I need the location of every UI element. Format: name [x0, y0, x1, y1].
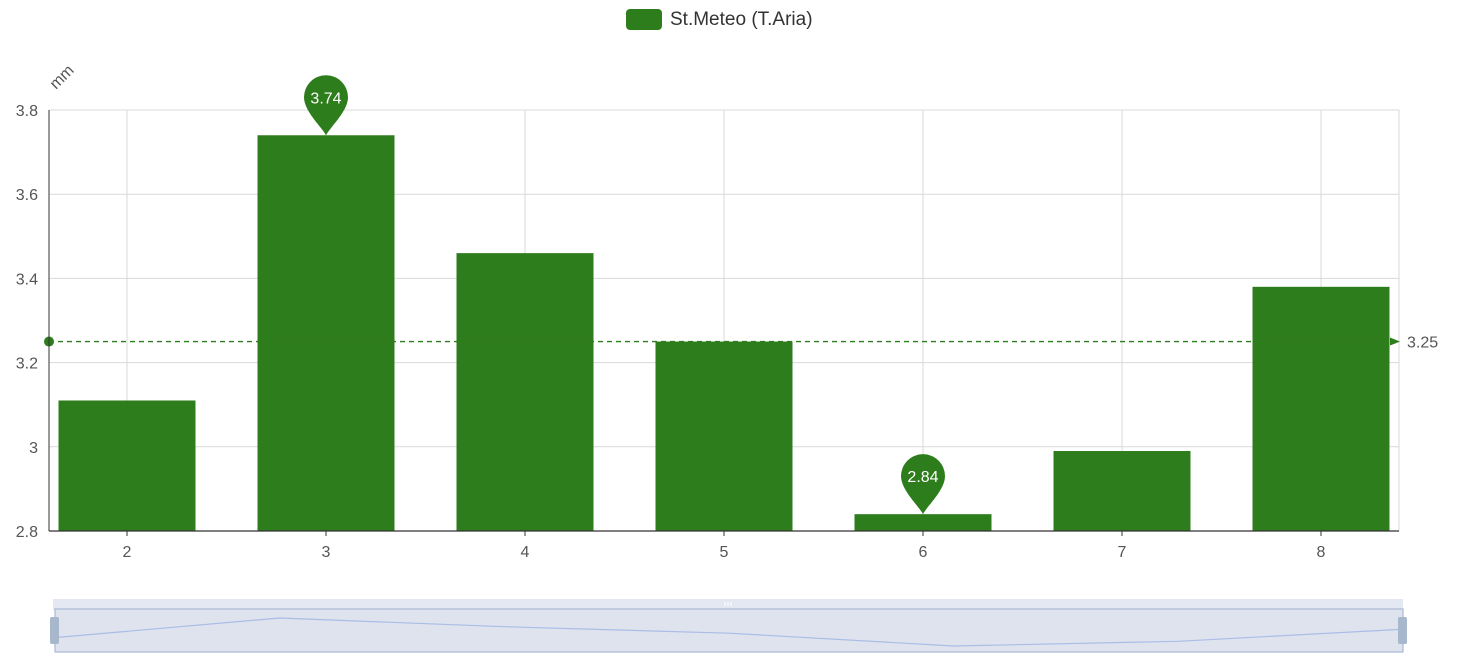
zoom-data-shadow — [54, 617, 1404, 647]
mark-point-pin: 3.74 — [304, 75, 348, 136]
bars — [58, 135, 1390, 531]
y-tick-label: 3.8 — [16, 103, 38, 120]
x-tick-label: 3 — [322, 544, 331, 561]
legend-swatch — [626, 9, 662, 30]
mark-line-label: 3.25 — [1407, 335, 1438, 352]
legend-item[interactable]: St.Meteo (T.Aria) — [626, 9, 813, 30]
mark-points: 3.74 2.84 — [304, 75, 945, 515]
x-tick-label: 5 — [720, 544, 729, 561]
zoom-window[interactable] — [54, 608, 1404, 653]
y-tick-label: 3 — [29, 440, 38, 457]
mark-point-pin: 2.84 — [901, 454, 945, 515]
bar-5 — [655, 341, 793, 531]
average-mark-line: 3.25 — [44, 335, 1438, 352]
y-tick-label: 3.4 — [16, 271, 38, 288]
bar-3 — [257, 135, 395, 531]
x-tick-label: 6 — [919, 544, 928, 561]
mark-point-label: 3.74 — [310, 90, 341, 107]
legend-label: St.Meteo (T.Aria) — [670, 9, 813, 30]
mark-point-shape — [901, 454, 945, 515]
bar-7 — [1053, 451, 1191, 531]
bar-2 — [58, 400, 196, 531]
bar-6 — [854, 514, 992, 531]
y-tick-label: 3.6 — [16, 187, 38, 204]
y-tick-label: 2.8 — [16, 524, 38, 541]
mark-line-arrow — [1390, 337, 1400, 346]
bar-4 — [456, 253, 594, 531]
zoom-handle-left[interactable] — [50, 617, 59, 644]
data-zoom-slider[interactable] — [50, 599, 1407, 653]
y-tick-label: 3.2 — [16, 356, 38, 373]
x-tick-label: 2 — [123, 544, 132, 561]
legend[interactable]: St.Meteo (T.Aria) — [626, 9, 813, 30]
mark-point-shape — [304, 75, 348, 136]
x-tick-label: 7 — [1118, 544, 1127, 561]
bar-8 — [1252, 286, 1390, 531]
x-tick-label: 4 — [521, 544, 530, 561]
mark-point-label: 2.84 — [907, 469, 938, 486]
zoom-drag-grip[interactable] — [724, 602, 732, 606]
zoom-handle-right[interactable] — [1398, 617, 1407, 644]
x-tick-label: 8 — [1317, 544, 1326, 561]
y-axis-unit-label: mm — [47, 62, 78, 93]
